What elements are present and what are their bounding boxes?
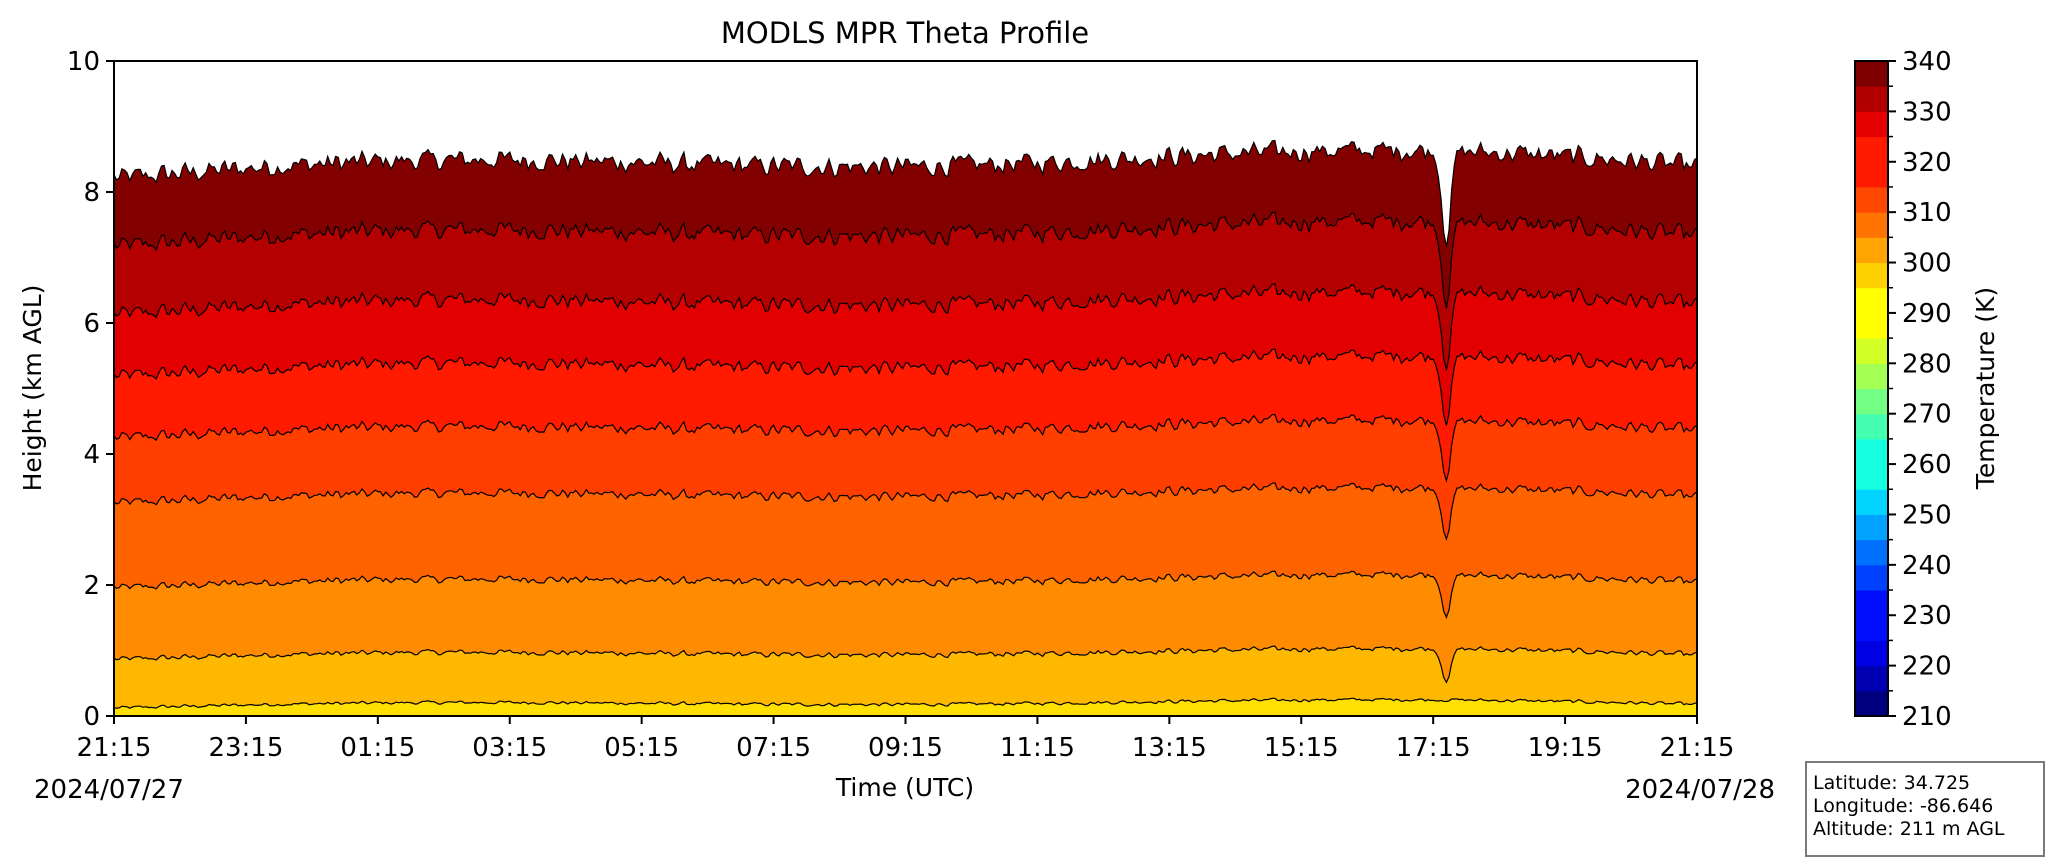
theta-contour-345 [114, 139, 1697, 247]
theta-contour-310 [114, 645, 1697, 684]
colorbar-segment [1855, 262, 1888, 289]
x-tick-label: 01:15 [340, 733, 415, 763]
colorbar-segment [1855, 464, 1888, 490]
x-tick-label: 17:15 [1396, 733, 1471, 763]
theta-contour-325 [114, 413, 1697, 483]
x-tick-label: 23:15 [208, 733, 283, 763]
theta-contour-315 [114, 570, 1697, 619]
colorbar: 210 220 230 240 250 260 270 280 290 300 310 320 330 3… [1854, 47, 1952, 732]
theta-contour-305 [114, 697, 1697, 709]
colorbar-segment [1855, 363, 1888, 389]
colorbar-segment [1855, 388, 1888, 415]
colorbar-tick-label: 300 [1902, 249, 1952, 279]
colorbar-segment [1855, 136, 1888, 163]
theta-contour-335 [114, 283, 1697, 371]
colorbar-tick-label: 310 [1902, 198, 1952, 228]
theta-contour-330 [114, 348, 1697, 426]
plot-area [114, 61, 1697, 716]
colorbar-segment [1855, 186, 1888, 213]
colorbar-tick-label: 340 [1902, 47, 1952, 77]
colorbar-segment [1855, 237, 1888, 264]
colorbar-segment [1855, 413, 1888, 440]
y-tick-label: 0 [83, 702, 100, 732]
theta-layer-305 [114, 698, 1697, 716]
colorbar-tick-label: 290 [1902, 299, 1952, 329]
end-date: 2024/07/28 [1625, 775, 1775, 805]
location-info-box: Latitude: 34.725 Longitude: -86.646 Alti… [1805, 761, 2045, 857]
colorbar-segment [1855, 690, 1888, 717]
theta-layer-310 [114, 646, 1697, 716]
x-tick-label: 21:15 [1660, 733, 1735, 763]
x-tick-label: 09:15 [868, 733, 943, 763]
x-tick-label: 11:15 [1000, 733, 1075, 763]
colorbar-segment [1855, 514, 1888, 541]
colorbar-segment [1855, 615, 1888, 641]
longitude-text: Longitude: -86.646 [1813, 795, 1994, 817]
theta-contour-320 [114, 482, 1697, 542]
colorbar-tick-label: 320 [1902, 148, 1952, 178]
colorbar-segment [1855, 86, 1888, 112]
colorbar-tick-label: 250 [1902, 500, 1952, 530]
colorbar-segment [1855, 438, 1888, 465]
colorbar-segment [1855, 640, 1888, 667]
y-tick-label: 2 [83, 571, 100, 601]
x-axis: 21:15 23:15 01:15 03:15 05:15 07:15 09:15 11:15… [77, 716, 1735, 763]
colorbar-segment [1855, 564, 1888, 591]
colorbar-segment [1855, 338, 1888, 364]
colorbar-segment [1855, 539, 1888, 566]
x-tick-label: 13:15 [1132, 733, 1207, 763]
y-tick-label: 8 [83, 178, 100, 208]
x-tick-label: 07:15 [736, 733, 811, 763]
colorbar-tick-label: 210 [1902, 702, 1952, 732]
y-tick-label: 6 [83, 309, 100, 339]
colorbar-segment [1855, 161, 1888, 188]
y-axis: 0 2 4 6 8 10 [67, 47, 114, 732]
colorbar-label: Temperature (K) [1971, 287, 2000, 490]
theta-contour-340 [114, 211, 1697, 309]
colorbar-tick-label: 280 [1902, 349, 1952, 379]
x-axis-label: Time (UTC) [835, 773, 974, 802]
colorbar-segment [1855, 489, 1888, 515]
latitude-text: Latitude: 34.725 [1813, 772, 1971, 794]
chart-title: MODLS MPR Theta Profile [721, 16, 1089, 50]
start-date: 2024/07/27 [34, 775, 184, 805]
colorbar-tick-label: 330 [1902, 97, 1952, 127]
y-tick-label: 4 [83, 440, 100, 470]
colorbar-segment [1855, 590, 1888, 616]
colorbar-segment [1855, 61, 1888, 87]
altitude-text: Altitude: 211 m AGL [1813, 818, 2005, 840]
x-tick-label: 19:15 [1528, 733, 1603, 763]
colorbar-segment [1855, 312, 1888, 339]
y-tick-label: 10 [67, 47, 100, 77]
x-tick-label: 05:15 [604, 733, 679, 763]
x-tick-label: 21:15 [77, 733, 152, 763]
colorbar-tick-label: 260 [1902, 450, 1952, 480]
colorbar-tick-label: 220 [1902, 652, 1952, 682]
x-tick-label: 15:15 [1264, 733, 1339, 763]
colorbar-tick-label: 270 [1902, 400, 1952, 430]
y-axis-label: Height (km AGL) [18, 285, 47, 492]
colorbar-segment [1855, 111, 1888, 138]
colorbar-segment [1855, 287, 1888, 314]
colorbar-tick-label: 230 [1902, 601, 1952, 631]
colorbar-segment [1855, 212, 1888, 238]
x-tick-label: 03:15 [472, 733, 547, 763]
colorbar-segment [1855, 665, 1888, 692]
colorbar-tick-label: 240 [1902, 551, 1952, 581]
